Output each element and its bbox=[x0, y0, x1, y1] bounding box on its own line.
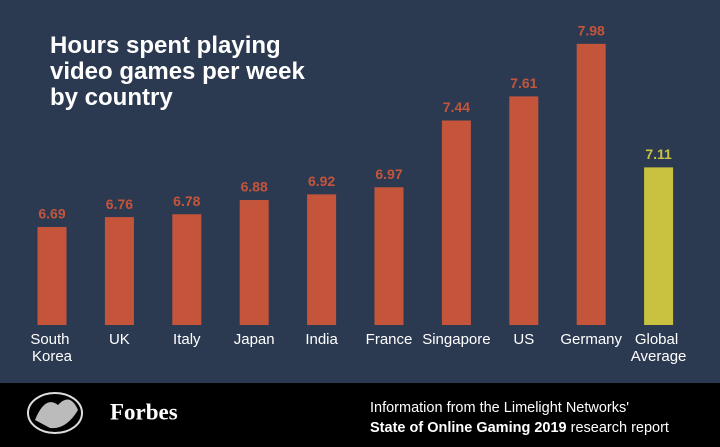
source-line: Information from the Limelight Networks' bbox=[370, 400, 629, 416]
source-end: research report bbox=[571, 420, 669, 436]
value-label: 7.44 bbox=[443, 99, 470, 115]
x-tick-label: Italy bbox=[173, 331, 201, 348]
bar bbox=[104, 217, 134, 325]
source-bold: State of Online Gaming 2019 bbox=[370, 420, 567, 436]
source-line: State of Online Gaming 2019 research rep… bbox=[370, 420, 669, 436]
bar bbox=[172, 214, 202, 325]
x-tick-label: South Korea bbox=[30, 331, 73, 365]
bar bbox=[307, 194, 337, 325]
bar bbox=[576, 43, 606, 326]
bar bbox=[644, 167, 674, 325]
value-label: 7.61 bbox=[510, 75, 537, 91]
footer-band bbox=[0, 383, 720, 447]
brand: Forbes bbox=[110, 399, 178, 424]
value-label: 6.97 bbox=[375, 166, 402, 182]
value-label: 6.76 bbox=[106, 196, 133, 212]
x-tick-label: UK bbox=[109, 331, 130, 348]
bar bbox=[509, 96, 539, 325]
x-tick-label: US bbox=[513, 331, 534, 348]
x-tick-label: India bbox=[305, 331, 338, 348]
bar bbox=[374, 187, 404, 325]
x-tick-label: Japan bbox=[234, 331, 275, 348]
logo bbox=[27, 392, 83, 434]
x-tick-label: France bbox=[366, 331, 413, 348]
x-tick-label: Singapore bbox=[422, 331, 490, 348]
value-label: 6.78 bbox=[173, 193, 200, 209]
value-label: 7.11 bbox=[645, 146, 672, 162]
bar bbox=[37, 227, 67, 325]
x-tick-label: Global Average bbox=[631, 331, 687, 365]
value-label: 6.69 bbox=[38, 206, 65, 222]
bar bbox=[239, 200, 269, 325]
value-label: 6.92 bbox=[308, 173, 335, 189]
x-tick-label: Germany bbox=[560, 331, 622, 348]
bar bbox=[441, 120, 471, 326]
chart-title: Hours spent playing video games per week… bbox=[50, 32, 305, 111]
value-label: 7.98 bbox=[578, 23, 605, 39]
value-label: 6.88 bbox=[241, 179, 268, 195]
